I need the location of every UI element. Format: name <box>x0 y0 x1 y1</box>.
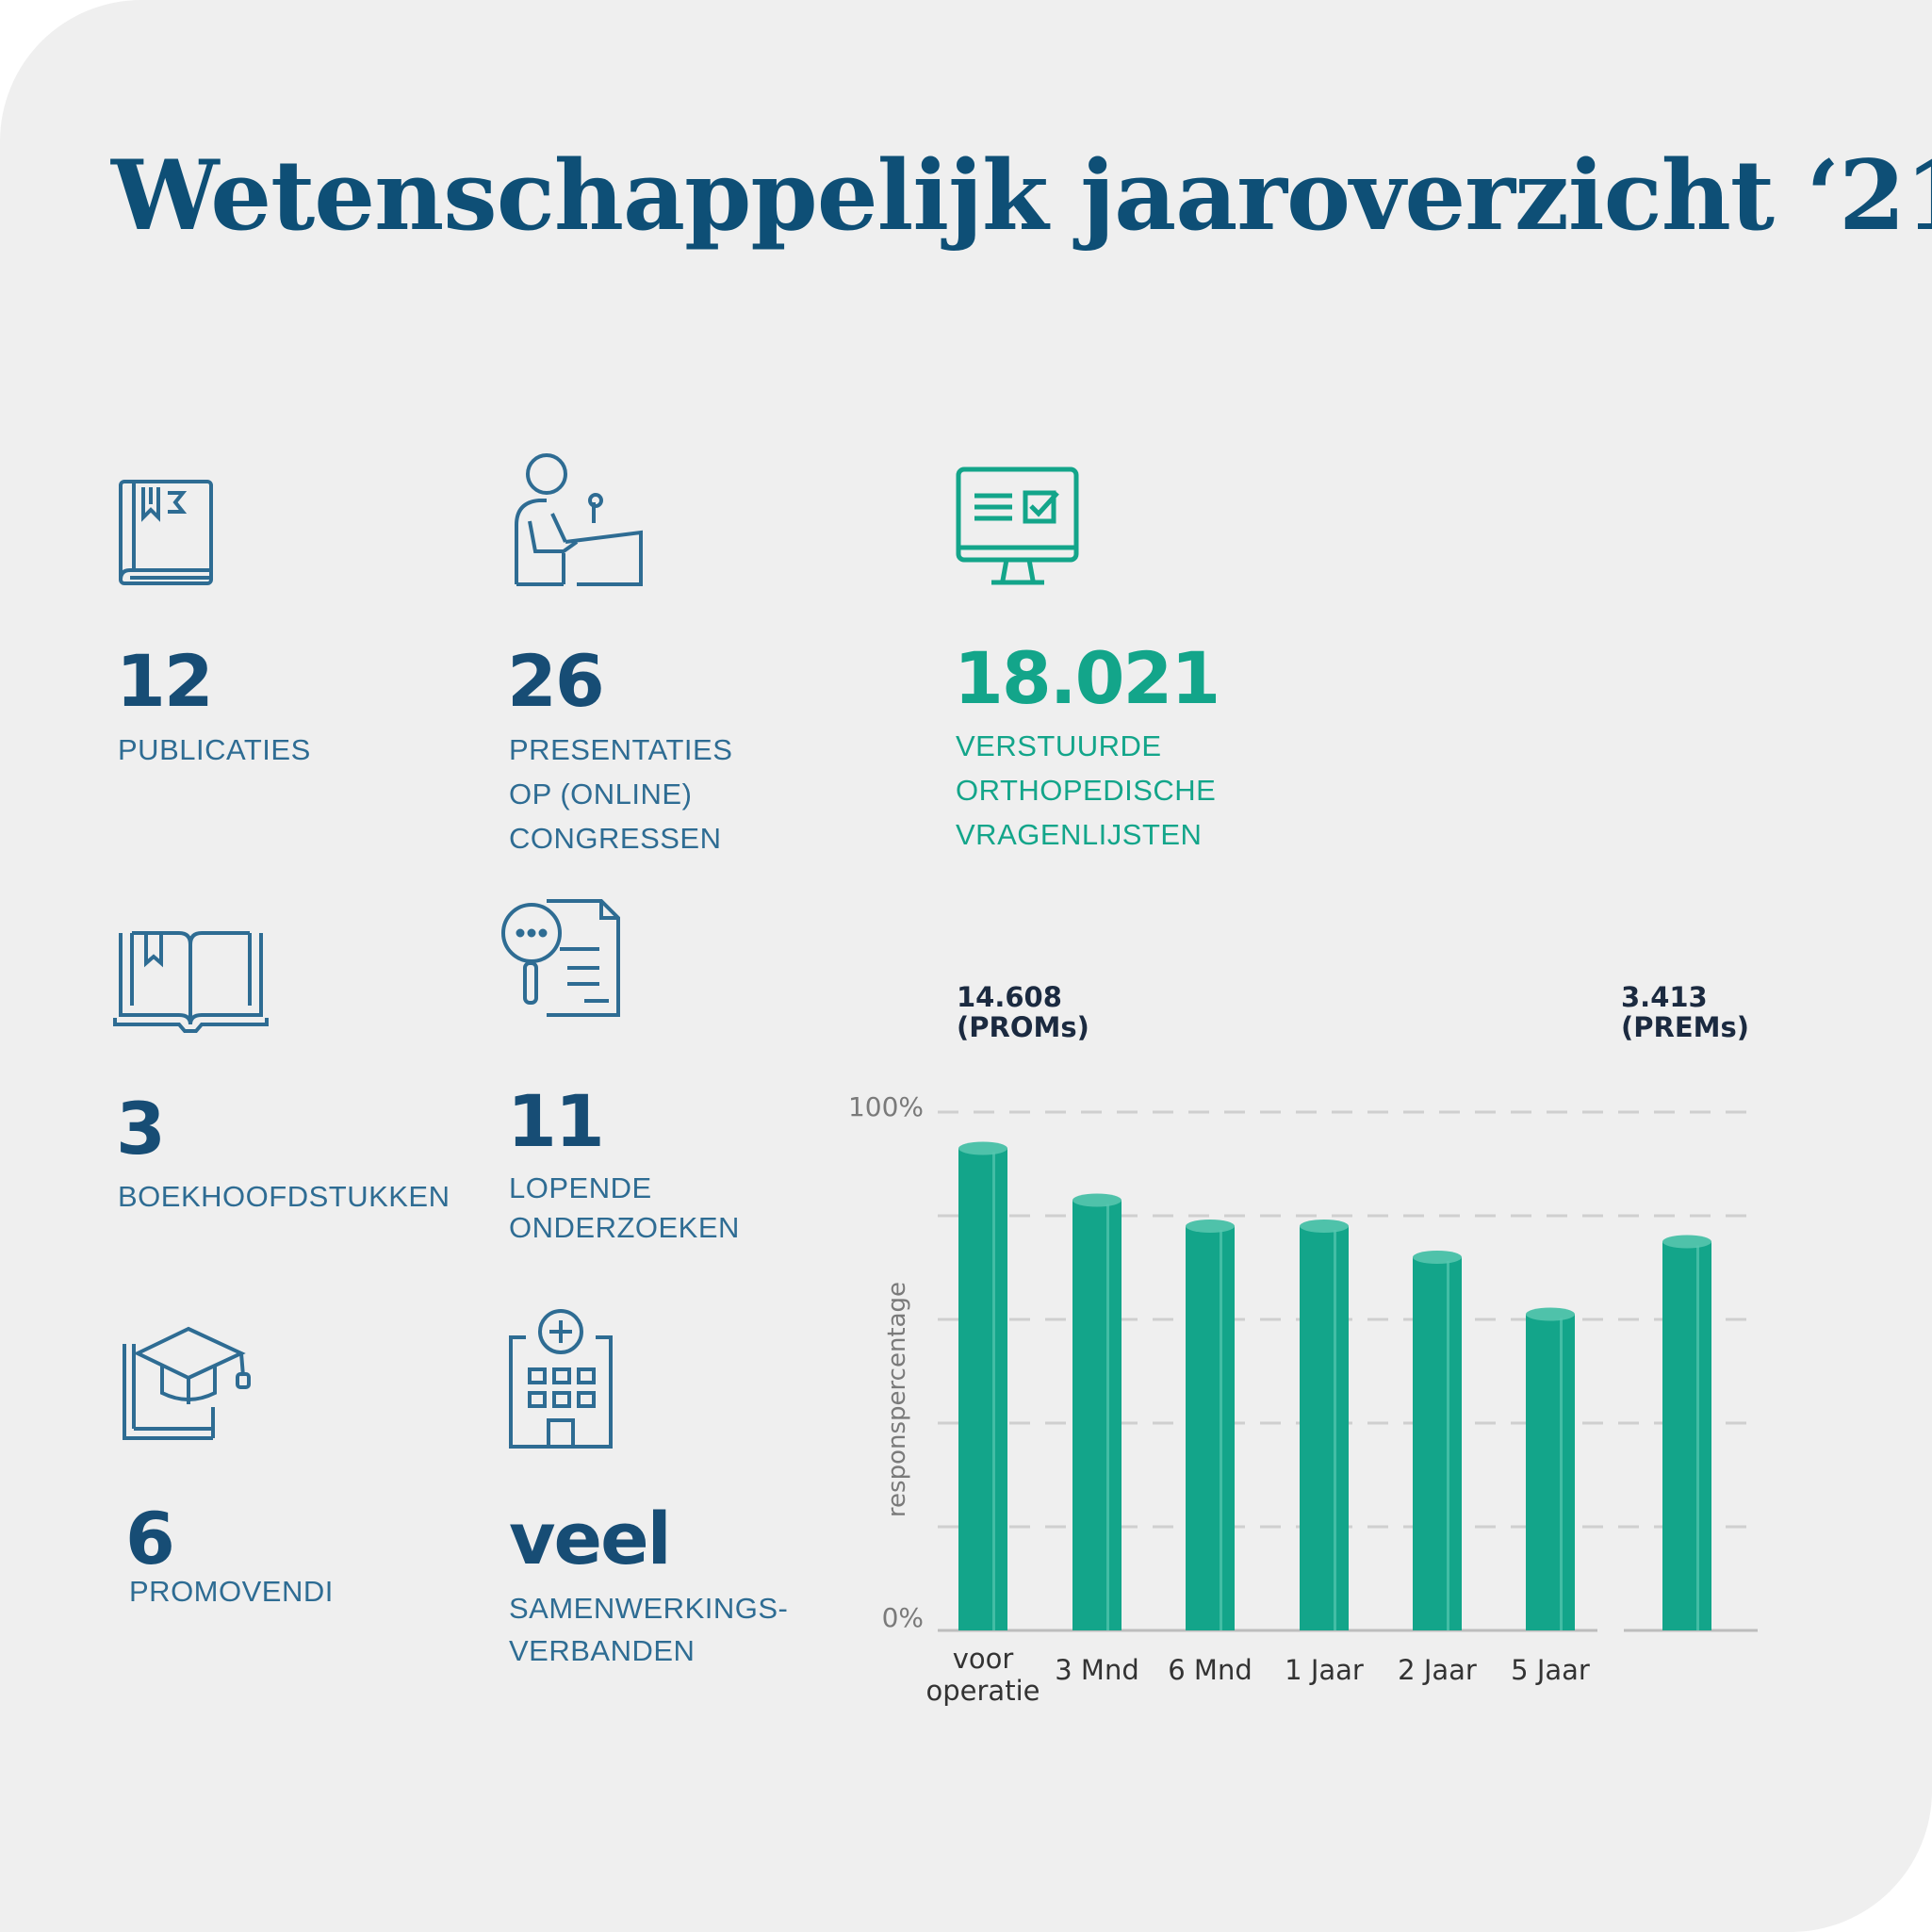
group-label: 14.608 (PROMs) <box>957 981 1089 1043</box>
bar-highlight <box>1334 1230 1336 1630</box>
response-rate-chart: 100% 0% responspercentage voor operatie 3 Mnd… <box>848 981 1758 1707</box>
label-line: BOEKHOOFDSTUKKEN <box>118 1180 450 1213</box>
label-line: CONGRESSEN <box>509 822 722 855</box>
boekhoofdstukken-number: 3 <box>116 1087 166 1171</box>
label-line: ONDERZOEKEN <box>509 1211 740 1244</box>
y-axis-label: responspercentage <box>883 1282 911 1517</box>
bar-highlight <box>1106 1203 1109 1630</box>
boekhoofdstukken-label: BOEKHOOFDSTUKKEN <box>118 1174 450 1219</box>
vragenlijsten-number: 18.021 <box>954 636 1220 720</box>
x-tick-label: voor operatie <box>926 1643 1040 1707</box>
book-icon <box>113 476 217 594</box>
x-tick-label: 5 Jaar <box>1511 1654 1590 1686</box>
graduation-cap-icon <box>121 1318 257 1445</box>
hospital-icon <box>507 1305 615 1451</box>
presenter-icon <box>509 448 650 589</box>
bar <box>1186 1226 1235 1630</box>
x-tick-label: 1 Jaar <box>1285 1654 1364 1686</box>
bar-cap <box>1413 1251 1462 1264</box>
bar-highlight <box>1220 1230 1222 1630</box>
publicaties-label: PUBLICATIES <box>118 728 311 772</box>
bar-cap <box>1072 1193 1122 1207</box>
presentaties-number: 26 <box>507 639 605 723</box>
bar-cap <box>1526 1307 1575 1321</box>
onderzoeken-label: LOPENDE ONDERZOEKEN <box>509 1169 740 1248</box>
label-line: PUBLICATIES <box>118 733 311 766</box>
label-line: VRAGENLIJSTEN <box>956 818 1203 851</box>
research-document-icon <box>498 897 625 1020</box>
label-line: SAMENWERKINGS- <box>509 1592 789 1625</box>
y-tick-label: 0% <box>882 1602 924 1633</box>
page-title: Wetenschappelijk jaaroverzicht ‘21 <box>111 139 1932 253</box>
bar-highlight <box>992 1152 995 1630</box>
bar-highlight <box>1696 1245 1699 1630</box>
presentaties-label: PRESENTATIES OP (ONLINE) CONGRESSEN <box>509 728 732 860</box>
label-line: OP (ONLINE) <box>509 778 693 810</box>
x-tick-label: 2 Jaar <box>1398 1654 1477 1686</box>
samenwerkingen-number: veel <box>509 1497 672 1580</box>
bar-cap <box>1186 1220 1235 1233</box>
x-tick-label: 6 Mnd <box>1168 1654 1252 1686</box>
bar-cap <box>958 1141 1007 1155</box>
label-line: PROMOVENDI <box>129 1575 334 1608</box>
bar <box>1526 1314 1575 1630</box>
bar-highlight <box>1560 1318 1563 1630</box>
label-line: LOPENDE <box>509 1171 652 1204</box>
label-line: VERSTUURDE <box>956 729 1162 762</box>
promovendi-number: 6 <box>125 1497 175 1580</box>
bar-highlight <box>1447 1261 1449 1630</box>
label-line: PRESENTATIES <box>509 733 733 766</box>
x-tick-label: 3 Mnd <box>1055 1654 1138 1686</box>
bar-cap <box>1662 1235 1711 1249</box>
group-label: 3.413 (PREMs) <box>1621 981 1749 1043</box>
bar <box>1300 1226 1349 1630</box>
label-line: ORTHOPEDISCHE <box>956 774 1217 807</box>
bar <box>1413 1257 1462 1630</box>
bar <box>1072 1200 1122 1630</box>
promovendi-label: PROMOVENDI <box>129 1569 334 1613</box>
y-tick-label: 100% <box>848 1091 924 1122</box>
bar <box>958 1148 1007 1630</box>
publicaties-number: 12 <box>116 639 214 723</box>
vragenlijsten-label: VERSTUURDE ORTHOPEDISCHE VRAGENLIJSTEN <box>956 724 1216 857</box>
samenwerkingen-label: SAMENWERKINGS- VERBANDEN <box>509 1587 788 1672</box>
label-line: VERBANDEN <box>509 1634 696 1667</box>
bar-cap <box>1300 1220 1349 1233</box>
bar <box>1662 1241 1711 1630</box>
open-book-icon <box>113 925 269 1034</box>
onderzoeken-number: 11 <box>507 1079 605 1163</box>
computer-checklist-icon <box>954 465 1081 592</box>
